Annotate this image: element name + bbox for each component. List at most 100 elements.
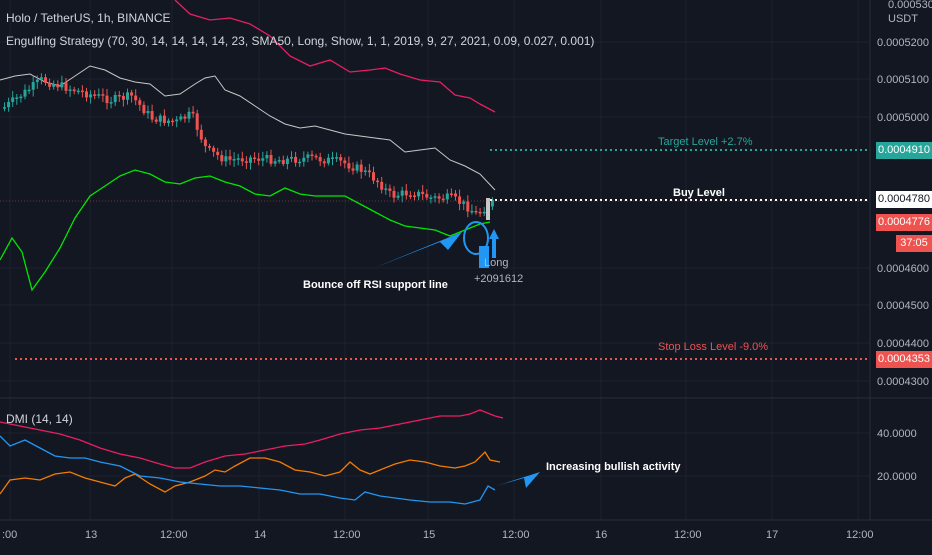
candle-body: [15, 97, 19, 99]
candle-body: [121, 95, 125, 100]
candle-body: [421, 191, 425, 194]
candle-body: [7, 101, 11, 108]
candle-body: [150, 111, 154, 120]
symbol-title[interactable]: Holo / TetherUS, 1h, BINANCE: [6, 11, 171, 25]
candle-body: [195, 113, 199, 130]
candle-body: [310, 154, 314, 157]
candle-body: [154, 119, 158, 122]
candle-body: [212, 147, 216, 152]
rsi-band-line: [0, 169, 491, 292]
price-tick: 0.0004300: [877, 376, 929, 388]
time-tick: 14: [254, 529, 266, 541]
dmi-red-line: [0, 409, 504, 469]
candle-body: [101, 94, 105, 96]
candle-body: [269, 154, 273, 164]
countdown-tag: 37:05: [896, 235, 932, 252]
candle-body: [347, 163, 351, 169]
candle-body: [35, 79, 39, 83]
price-axis[interactable]: 0.0005300 USDT 0.0005200 0.0005100 0.000…: [877, 0, 932, 483]
candle-body: [486, 198, 490, 220]
candle-body: [474, 210, 478, 213]
candle-body: [171, 120, 175, 123]
dmi-blue-line: [0, 435, 496, 505]
upper-band-line: [0, 65, 496, 191]
time-tick: 12:00: [846, 529, 874, 541]
time-tick: 17: [766, 529, 778, 541]
candle-body: [3, 107, 6, 109]
candle-body: [167, 120, 170, 124]
candle-body: [466, 201, 470, 212]
candle-body: [240, 158, 244, 162]
candle-body: [113, 94, 117, 103]
candle-body: [290, 156, 293, 159]
candle-body: [97, 94, 101, 96]
candle-body: [482, 211, 486, 214]
candle-body: [257, 158, 261, 161]
candle-body: [306, 154, 310, 158]
candle-body: [437, 196, 441, 199]
candle-body: [44, 77, 47, 83]
candle-body: [72, 89, 76, 92]
candle-body: [326, 157, 330, 164]
candle-body: [48, 82, 52, 87]
candle-body: [236, 158, 240, 160]
candle-body: [376, 180, 380, 183]
candle-body: [413, 195, 416, 197]
dmi-tick: 40.0000: [877, 428, 917, 440]
stop-price-tag: 0.0004353: [876, 351, 932, 368]
candle-body: [355, 164, 359, 171]
candle-body: [273, 161, 277, 164]
candle-body: [56, 84, 60, 88]
candle-body: [441, 198, 445, 201]
candle-body: [187, 111, 191, 119]
candle-body: [146, 111, 150, 114]
stop-loss-label: Stop Loss Level -9.0%: [658, 341, 768, 353]
candle-body: [191, 111, 195, 114]
candle-body: [470, 210, 474, 213]
strategy-title[interactable]: Engulfing Strategy (70, 30, 14, 14, 14, …: [6, 34, 595, 48]
candle-body: [298, 161, 302, 164]
candle-body: [380, 181, 384, 190]
dmi-title[interactable]: DMI (14, 14): [6, 412, 73, 426]
candle-body: [253, 157, 257, 160]
time-tick: 12:00: [333, 529, 361, 541]
candle-body: [109, 102, 113, 104]
candle-body: [425, 193, 429, 198]
long-qty-label: +2091612: [474, 273, 523, 285]
candle-body: [285, 158, 289, 165]
candle-body: [64, 82, 68, 91]
candle-body: [216, 151, 220, 156]
candle-body: [454, 193, 457, 197]
candle-body: [343, 160, 347, 164]
candle-body: [363, 170, 367, 173]
candle-body: [158, 115, 162, 122]
candle-body: [302, 157, 306, 162]
candle-body: [89, 94, 93, 98]
candle-body: [93, 94, 97, 96]
time-tick: 13: [85, 529, 97, 541]
buy-level-label: Buy Level: [673, 187, 725, 199]
candle-body: [11, 97, 15, 102]
red-band-line: [174, 0, 496, 113]
candle-body: [351, 168, 355, 171]
candle-body: [162, 115, 166, 124]
candle-body: [318, 157, 322, 162]
candle-body: [76, 90, 80, 93]
bullish-annotation: Increasing bullish activity: [546, 461, 681, 473]
candle-body: [392, 190, 396, 198]
time-tick: 16: [595, 529, 607, 541]
candle-body: [417, 191, 421, 197]
candle-body: [228, 156, 232, 160]
candle-body: [408, 195, 412, 197]
time-axis[interactable]: :00 13 12:00 14 12:00 15 12:00 16 12:00 …: [2, 529, 874, 541]
price-tick: 0.0005000: [877, 112, 929, 124]
candle-body: [117, 94, 121, 97]
candle-body: [85, 91, 88, 98]
candle-body: [68, 89, 72, 92]
candle-body: [449, 193, 453, 196]
price-tick: 0.0005100: [877, 74, 929, 86]
currency-label: USDT: [888, 13, 918, 25]
candle-body: [224, 156, 228, 162]
